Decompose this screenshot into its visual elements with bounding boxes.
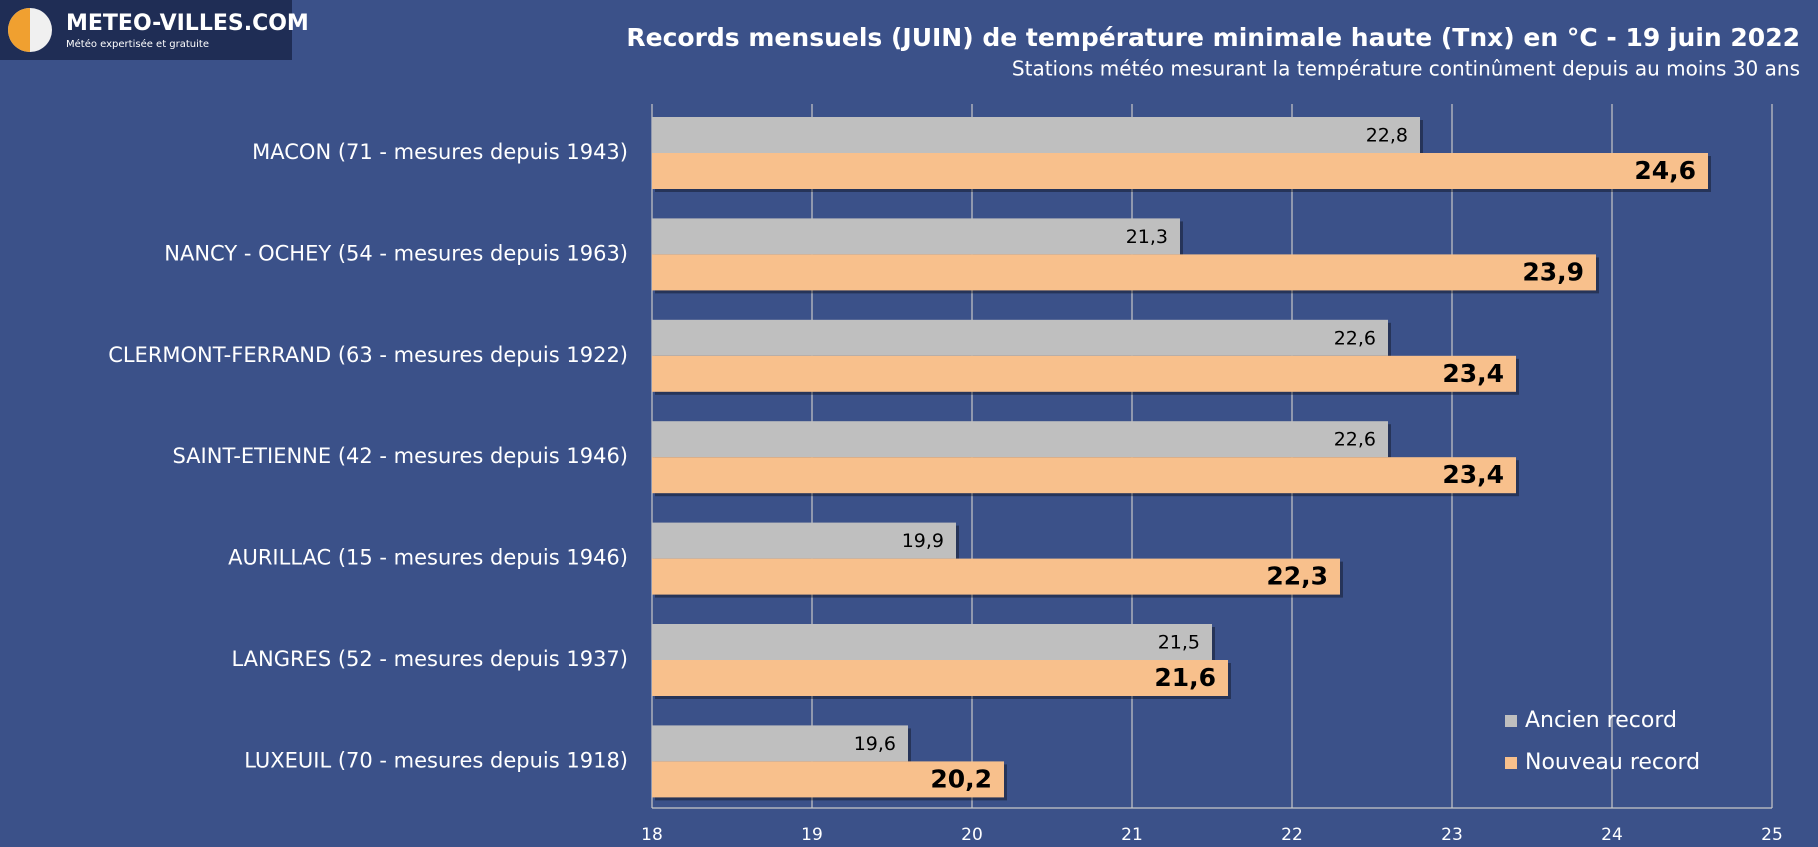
category-label: SAINT-ETIENNE (42 - mesures depuis 1946)	[172, 444, 628, 468]
bar	[652, 218, 1180, 255]
bar	[652, 660, 1228, 696]
value-label: 22,8	[1366, 125, 1408, 147]
value-label: 21,3	[1126, 226, 1168, 248]
x-tick-label: 19	[801, 825, 823, 845]
category-label: CLERMONT-FERRAND (63 - mesures depuis 19…	[108, 343, 628, 367]
value-label: 21,5	[1158, 632, 1200, 654]
legend-label: Ancien record	[1525, 708, 1677, 733]
bar	[652, 624, 1212, 660]
bar	[652, 254, 1596, 291]
legend-label: Nouveau record	[1525, 750, 1700, 775]
chart-subtitle: Stations météo mesurant la température c…	[1012, 57, 1800, 81]
value-label: 23,9	[1522, 257, 1584, 286]
logo-icon-half	[8, 8, 30, 52]
logo-tagline: Météo expertisée et gratuite	[66, 38, 209, 50]
value-label: 23,4	[1442, 359, 1504, 388]
x-tick-label: 25	[1761, 825, 1783, 845]
value-label: 22,6	[1334, 327, 1376, 349]
legend-swatch	[1505, 715, 1517, 727]
x-tick-label: 20	[961, 825, 983, 845]
bar	[652, 558, 1340, 595]
value-label: 22,6	[1334, 429, 1376, 451]
bar	[652, 421, 1388, 458]
category-label: NANCY - OCHEY (54 - mesures depuis 1963)	[164, 241, 628, 265]
bar	[652, 153, 1708, 189]
value-label: 24,6	[1634, 156, 1696, 185]
category-label: AURILLAC (15 - mesures depuis 1946)	[228, 546, 628, 570]
bar	[652, 319, 1388, 356]
x-tick-label: 22	[1281, 825, 1303, 845]
value-label: 21,6	[1154, 663, 1216, 692]
x-tick-label: 23	[1441, 825, 1463, 845]
logo-name: METEO-VILLES.COM	[66, 11, 309, 36]
value-label: 22,3	[1266, 562, 1328, 591]
bar	[652, 355, 1516, 392]
bar	[652, 117, 1420, 153]
x-tick-label: 24	[1601, 825, 1623, 845]
value-label: 23,4	[1442, 460, 1504, 489]
value-label: 19,9	[902, 530, 944, 552]
legend-swatch	[1505, 757, 1517, 769]
value-label: 20,2	[930, 764, 992, 793]
x-tick-label: 18	[641, 825, 663, 845]
chart-title: Records mensuels (JUIN) de température m…	[626, 23, 1800, 52]
category-label: LANGRES (52 - mesures depuis 1937)	[231, 647, 628, 671]
bar	[652, 522, 956, 559]
bar	[652, 761, 1004, 798]
x-tick-label: 21	[1121, 825, 1143, 845]
bar	[652, 457, 1516, 494]
bar	[652, 725, 908, 762]
category-label: MACON (71 - mesures depuis 1943)	[252, 140, 628, 164]
category-label: LUXEUIL (70 - mesures depuis 1918)	[244, 748, 628, 772]
value-label: 19,6	[854, 733, 896, 755]
